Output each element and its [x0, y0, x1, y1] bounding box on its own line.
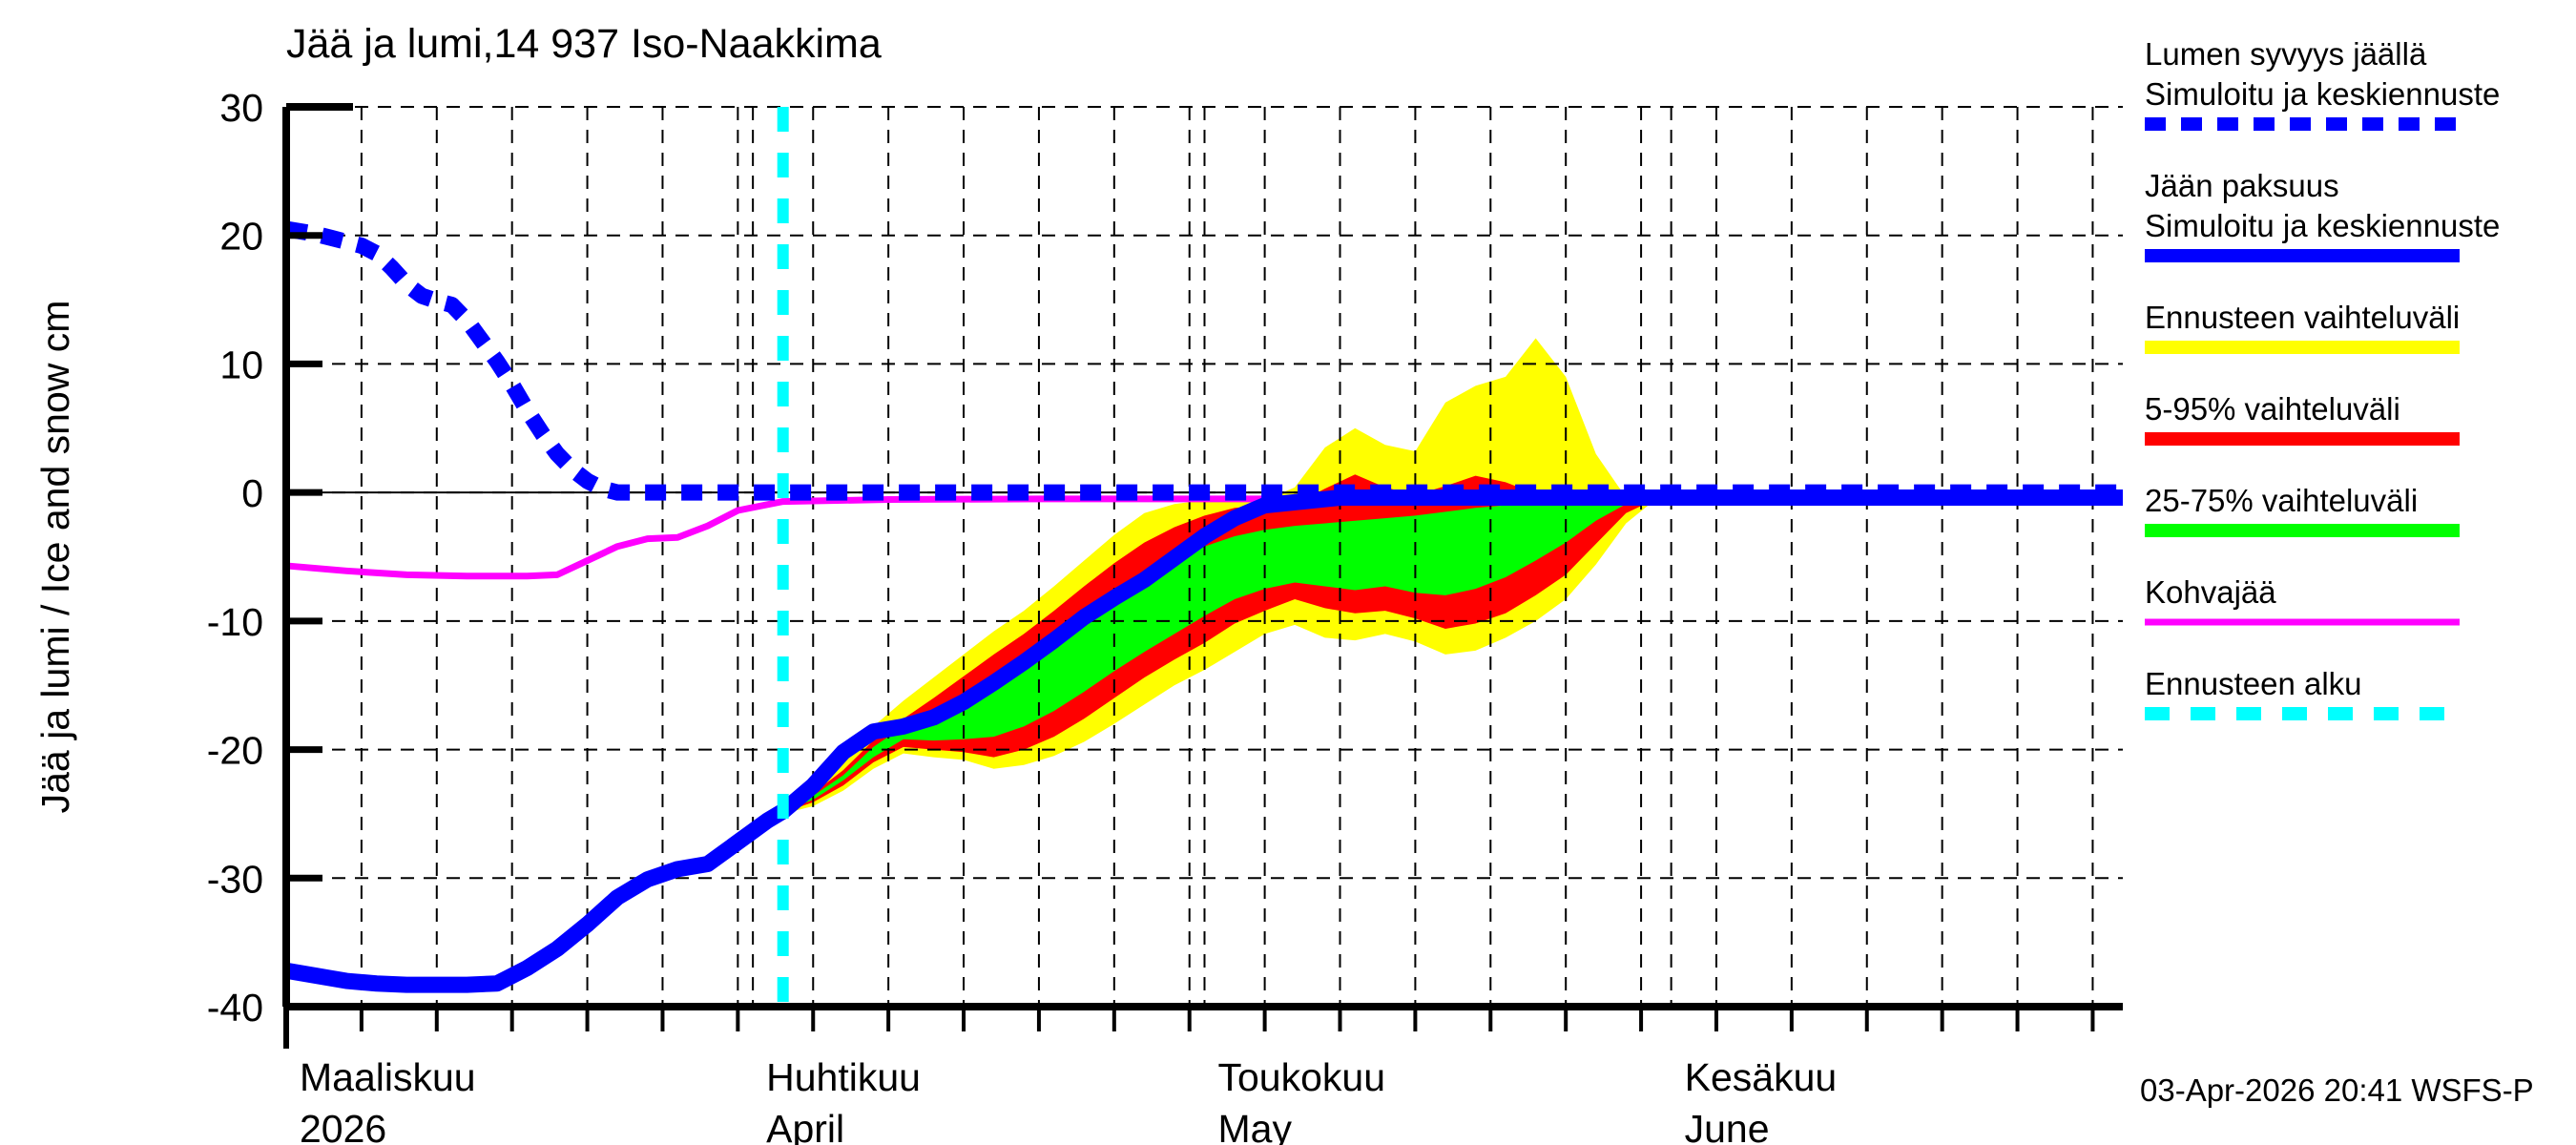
legend-label: 25-75% vaihteluväli [2145, 483, 2418, 518]
x-tick-label-fi: Toukokuu [1218, 1055, 1386, 1099]
series-line [284, 220, 2123, 501]
y-tick-label: 0 [241, 471, 263, 515]
legend-label: Jään paksuus [2145, 168, 2339, 203]
y-tick-label: -20 [207, 729, 263, 773]
legend-label: Kohvajää [2145, 574, 2276, 610]
y-tick-label: -40 [207, 986, 263, 1030]
y-tick-label: 30 [219, 86, 263, 130]
legend-label: 5-95% vaihteluväli [2145, 391, 2400, 427]
y-tick-label: -30 [207, 857, 263, 901]
y-tick-labels: 30 20 10 0 -10 -20 -30 -40 Jää ja lumi / Ice and… [33, 86, 263, 1030]
x-tick-label-en: April [766, 1107, 844, 1145]
legend-label: Lumen syvyys jäällä [2145, 36, 2427, 72]
x-tick-label-en: June [1685, 1107, 1770, 1145]
legend-label: Ennusteen vaihteluväli [2145, 300, 2460, 335]
x-tick-label-en: 2026 [300, 1107, 386, 1145]
y-tick-label: 20 [219, 215, 263, 259]
y-tick-label: -10 [207, 600, 263, 644]
data-series-group [284, 220, 2123, 993]
x-tick-label-fi: Kesäkuu [1685, 1055, 1838, 1099]
legend-sublabel: Simuloitu ja keskiennuste [2145, 208, 2500, 243]
y-axis-title: Jää ja lumi / Ice and snow cm [33, 301, 77, 814]
legend: Lumen syvyys jäällä Simuloitu ja keskienn… [2145, 36, 2500, 720]
series-line [284, 489, 2123, 993]
x-tick-label-en: May [1218, 1107, 1293, 1145]
legend-sublabel: Simuloitu ja keskiennuste [2145, 76, 2500, 112]
uncertainty-bands-group [782, 338, 1656, 814]
gridlines-group [286, 106, 2123, 1007]
y-tick-label: 10 [219, 343, 263, 386]
legend-label: Ennusteen alku [2145, 666, 2362, 701]
x-tick-label-fi: Huhtikuu [766, 1055, 921, 1099]
band-00ff00 [782, 498, 1656, 812]
x-tick-label-fi: Maaliskuu [300, 1055, 476, 1099]
x-tick-labels: Maaliskuu 2026 Huhtikuu April Toukokuu May Kes… [300, 1055, 1837, 1145]
axes-group [282, 103, 2123, 1049]
